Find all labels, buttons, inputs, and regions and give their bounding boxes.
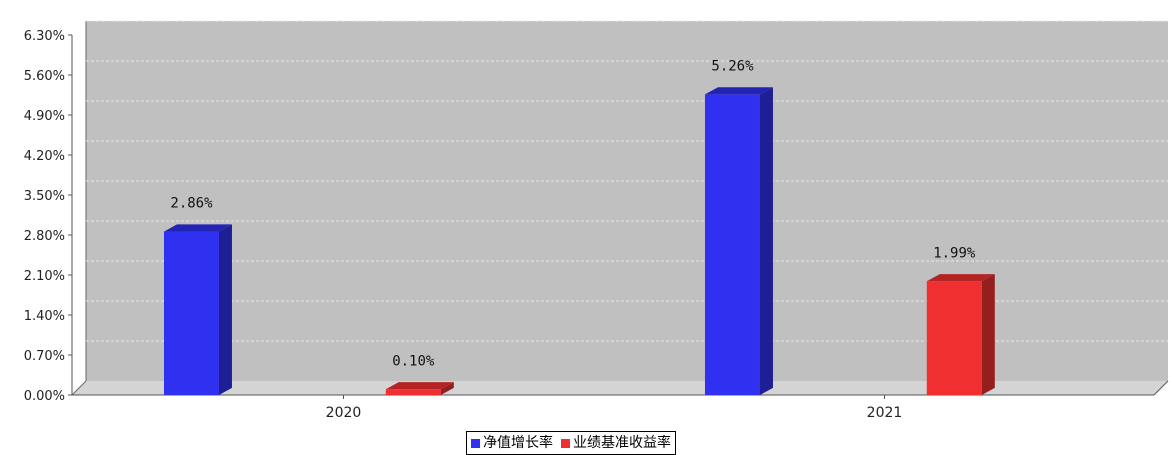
data-label: 5.26% (711, 58, 754, 74)
legend-label-benchmark: 业绩基准收益率 (573, 435, 671, 451)
bar-top (163, 224, 232, 232)
y-tick-label: 3.50% (24, 189, 65, 204)
legend-item-nav-growth: 净值增长率 (471, 435, 553, 451)
legend: 净值增长率 业绩基准收益率 (466, 431, 676, 455)
plot-floor (72, 381, 1168, 395)
bar-top (385, 382, 454, 390)
y-tick-label: 4.90% (24, 109, 65, 124)
bar-front (385, 389, 441, 395)
data-label: 0.10% (392, 353, 435, 369)
bar-side (440, 382, 454, 395)
data-label: 2.86% (170, 196, 213, 212)
bar-side (218, 224, 232, 395)
data-label: 1.99% (933, 245, 976, 261)
y-tick-label: 0.70% (24, 349, 65, 364)
x-tick-label: 2021 (867, 405, 903, 421)
y-tick-label: 1.40% (24, 309, 65, 324)
bar-top (926, 274, 995, 282)
bar-front (926, 281, 982, 395)
y-tick-label: 2.10% (24, 269, 65, 284)
y-tick-label: 5.60% (24, 69, 65, 84)
bar-side (759, 87, 773, 396)
bar-side (981, 274, 995, 395)
plot-background (72, 21, 1168, 395)
legend-swatch-nav-growth (471, 438, 480, 448)
y-tick-label: 0.00% (24, 389, 65, 404)
bar-front (704, 94, 760, 395)
y-tick-label: 2.80% (24, 229, 65, 244)
x-tick-label: 2020 (326, 405, 362, 421)
axis-depth-line (71, 380, 87, 396)
legend-label-nav-growth: 净值增长率 (483, 435, 553, 451)
x-axis-depth (1153, 380, 1169, 396)
legend-swatch-benchmark (561, 438, 570, 448)
bar-top (704, 87, 773, 95)
y-tick-label: 4.20% (24, 149, 65, 164)
legend-item-benchmark: 业绩基准收益率 (561, 435, 671, 451)
y-tick-label: 6.30% (24, 29, 65, 44)
bar-front (163, 231, 219, 395)
